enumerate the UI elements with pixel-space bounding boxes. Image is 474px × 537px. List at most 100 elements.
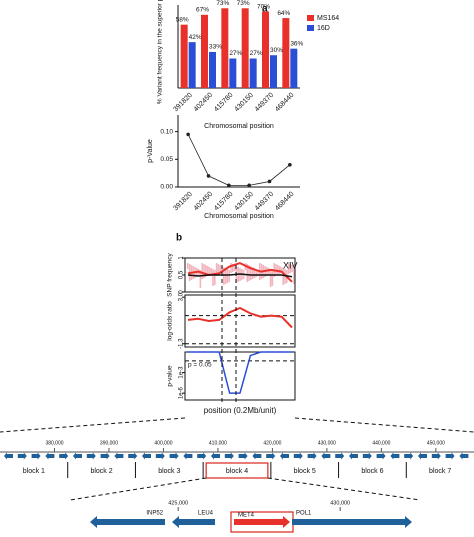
noise <box>217 264 220 275</box>
noise <box>271 270 274 286</box>
bar <box>201 14 208 88</box>
block-label: block 3 <box>158 468 180 475</box>
noise <box>214 270 216 285</box>
bar <box>229 58 237 88</box>
noise <box>206 266 209 276</box>
gene-arrow <box>86 452 96 460</box>
value-label: 33% <box>209 44 222 51</box>
value-label: 36% <box>290 40 303 47</box>
value-label: 73% <box>237 0 250 7</box>
bar <box>180 24 188 88</box>
y-tick-label: 0 <box>179 290 185 294</box>
gene-arrow <box>307 452 317 460</box>
gene-arrow <box>224 452 234 460</box>
gene-arrow <box>335 452 345 460</box>
x-tick-label: 430150 <box>233 92 255 114</box>
x-tick-label: 430150 <box>233 191 255 213</box>
gene-arrow <box>252 452 262 460</box>
point <box>288 163 292 167</box>
x-tick-label: 391820 <box>172 191 194 213</box>
annotation: p = 0.05 <box>188 362 212 369</box>
x-tick-label: 450,000 <box>427 440 445 446</box>
gene-arrow <box>169 452 179 460</box>
noise <box>280 267 283 273</box>
block-label: block 7 <box>429 468 451 475</box>
value-label: 27% <box>250 50 263 57</box>
gene-arrow <box>197 452 207 460</box>
noise <box>215 263 218 276</box>
noise <box>282 268 284 285</box>
gene-arrow <box>293 452 303 460</box>
noise <box>250 266 252 280</box>
noise <box>224 268 227 284</box>
point <box>186 132 190 137</box>
bar <box>241 8 249 89</box>
noise <box>223 267 225 285</box>
x-tick-label: 449370 <box>254 92 276 114</box>
x-axis-label: Chromosomal position <box>204 213 274 220</box>
gene-arrow <box>114 452 124 460</box>
noise <box>228 270 230 282</box>
gene-arrow <box>404 452 414 460</box>
noise <box>246 264 248 282</box>
trace-line <box>187 273 293 278</box>
x-tick-label: 402450 <box>193 92 215 114</box>
x-axis-label: Chromosomal position <box>204 123 274 130</box>
gene-arrow <box>45 452 55 460</box>
x-tick-label: 400,000 <box>154 440 172 446</box>
noise <box>233 265 236 271</box>
bar <box>270 55 277 88</box>
noise <box>293 266 295 284</box>
value-label: 73% <box>216 0 229 7</box>
x-tick-label: 468440 <box>274 191 296 213</box>
zoom-guide <box>294 417 474 433</box>
trace-line <box>187 262 293 283</box>
value-label: 58% <box>176 16 189 23</box>
gene-arrow <box>238 452 248 460</box>
noise <box>248 265 250 281</box>
y-axis-label: log-odds ratio <box>167 301 174 341</box>
x-tick-label: 410,000 <box>209 440 227 446</box>
noise <box>212 269 214 286</box>
annotation: XIV <box>283 260 298 270</box>
noise <box>230 263 232 273</box>
legend-label: 16D <box>317 25 330 32</box>
gene-arrow <box>211 452 220 460</box>
gene-label: POL1 <box>296 511 312 517</box>
noise <box>257 270 259 276</box>
plot-frame <box>184 294 296 348</box>
gene-arrow <box>390 452 400 460</box>
gene-arrow <box>100 452 110 460</box>
value-label: 67% <box>196 7 209 14</box>
block-label: block 5 <box>294 468 316 475</box>
x-tick-label: 415780 <box>213 92 235 114</box>
bar <box>290 48 298 88</box>
noise <box>208 267 211 275</box>
gene-arrow <box>128 452 138 460</box>
noise <box>219 265 221 274</box>
trace-line <box>187 307 293 329</box>
zoom-guide <box>0 417 186 433</box>
noise <box>199 270 202 288</box>
x-tick-label: 420,000 <box>263 440 281 446</box>
y-tick-label: 0.05 <box>160 156 173 163</box>
x-tick-label: 390,000 <box>100 440 118 446</box>
noise <box>269 269 272 287</box>
point <box>227 183 231 188</box>
point <box>247 183 251 188</box>
gene-arrow <box>321 452 331 460</box>
gene-arrow <box>172 516 215 528</box>
noise <box>268 268 270 275</box>
gene-arrow <box>142 452 151 460</box>
line <box>187 134 291 186</box>
block-label: block 2 <box>90 468 112 475</box>
noise <box>203 264 205 278</box>
gene-arrow <box>418 452 427 460</box>
noise <box>232 264 234 272</box>
plot-frame <box>184 351 296 401</box>
legend-swatch <box>307 15 314 21</box>
noise <box>205 265 207 277</box>
gene-arrow <box>73 452 82 460</box>
gene-arrow <box>445 452 455 460</box>
